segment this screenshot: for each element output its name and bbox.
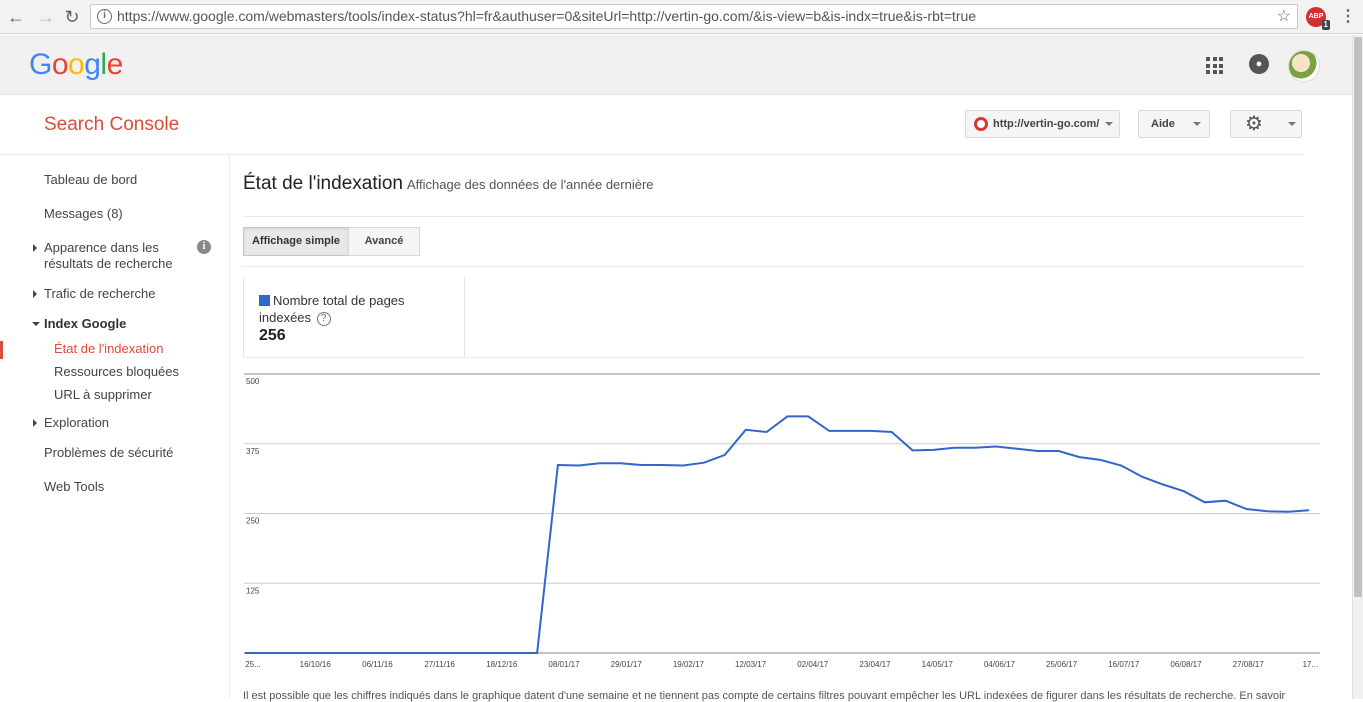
sidebar-item-messages[interactable]: Messages (8) [44,206,123,221]
back-arrow-icon[interactable]: ← [7,7,25,27]
divider [243,357,1304,358]
reload-icon[interactable]: ↻ [64,7,80,27]
chevron-down-icon [1288,122,1296,126]
x-tick-label: 06/08/17 [1170,660,1202,669]
expand-arrow-icon [33,290,37,298]
gear-icon: ⚙ [1245,113,1263,135]
index-status-chart[interactable]: 500 375 250 125 25... 16/10/16 06/11/16 27/11/… [243,370,1323,670]
browser-toolbar: ← → ↻ i https://www.google.com/webmaster… [0,0,1363,34]
metric-value: 256 [259,327,286,344]
sidebar-item-remove-urls[interactable]: URL à supprimer [54,387,152,402]
x-tick-label: 27/11/16 [424,660,455,669]
x-tick-label: 25/06/17 [1046,660,1078,669]
help-question-icon[interactable]: ? [316,312,331,326]
sidebar-nav: Tableau de bord Messages (8) Apparence d… [0,155,230,699]
metric-label-2: indexées [259,310,312,325]
x-tick-label: 23/04/17 [859,660,891,669]
sidebar-item-search-traffic[interactable]: Trafic de recherche [33,286,156,302]
series-line [245,415,1310,654]
notifications-bell-icon[interactable]: ● [1249,54,1269,74]
avatar[interactable] [1288,50,1320,82]
chevron-down-icon [1193,122,1201,126]
y-axis-labels: 500 375 250 125 [246,377,260,595]
tab-advanced[interactable]: Avancé [348,227,420,256]
chart-grid [244,373,1320,654]
x-tick-label: 29/01/17 [611,660,643,669]
scrollbar[interactable] [1352,35,1363,699]
y-tick-label: 125 [246,586,260,595]
header-divider [0,154,1304,155]
x-tick-label: 27/08/17 [1233,660,1265,669]
x-tick-label: 18/12/16 [486,660,518,669]
page-subtitle: Affichage des données de l'année dernièr… [406,177,654,192]
metric-label: Nombre total de pages [273,293,405,308]
y-tick-label: 500 [246,377,260,386]
sidebar-item-search-appearance[interactable]: Apparence dans les résultats de recherch… [33,240,173,272]
address-bar[interactable]: i https://www.google.com/webmasters/tool… [90,4,1298,29]
scrollbar-thumb[interactable] [1354,37,1362,597]
google-header: Google ● [0,35,1352,95]
x-axis-labels: 25... 16/10/16 06/11/16 27/11/16 18/12/16 08/… [245,660,1318,669]
series-color-swatch [259,295,270,306]
divider [243,216,1304,217]
adblock-extension-icon[interactable]: ABP 1 [1306,7,1330,30]
sidebar-item-index-status[interactable]: État de l'indexation [54,341,164,356]
forward-arrow-icon[interactable]: → [37,7,55,27]
google-logo[interactable]: Google [29,48,123,81]
expand-arrow-icon [33,244,37,252]
divider [243,266,1304,267]
sidebar-item-blocked-resources[interactable]: Ressources bloquées [54,364,180,379]
settings-button[interactable]: ⚙ [1230,110,1302,138]
x-tick-label: 02/04/17 [797,660,829,669]
footer-note: Il est possible que les chiffres indiqué… [243,690,1286,702]
site-info-icon[interactable]: i [97,9,112,24]
apps-grid-icon[interactable] [1206,57,1223,74]
metric-card[interactable]: Nombre total de pages indexées ? 256 [243,277,465,358]
collapse-arrow-icon [32,322,40,326]
sidebar-item-google-index[interactable]: Index Google [32,316,126,332]
x-tick-label: 08/01/17 [548,660,580,669]
browser-menu-icon[interactable]: ⋮ [1340,8,1356,25]
sidebar-item-security-issues[interactable]: Problèmes de sécurité [44,445,174,460]
x-tick-label: 25... [245,660,261,669]
extension-badge: 1 [1321,20,1330,30]
x-tick-label: 16/10/16 [300,660,332,669]
y-tick-label: 250 [246,517,260,526]
x-tick-label: 12/03/17 [735,660,767,669]
site-selector-button[interactable]: http://vertin-go.com/ [965,110,1120,138]
sidebar-item-web-tools[interactable]: Web Tools [44,479,105,494]
product-title[interactable]: Search Console [44,114,180,135]
active-indicator [0,341,3,359]
sidebar-item-dashboard[interactable]: Tableau de bord [44,172,138,187]
x-tick-label: 16/07/17 [1108,660,1140,669]
sidebar-item-crawl[interactable]: Exploration [33,415,109,431]
url-text: https://www.google.com/webmasters/tools/… [117,8,977,24]
info-icon[interactable]: i [197,240,211,254]
x-tick-label: 04/06/17 [984,660,1016,669]
x-tick-label: 14/05/17 [922,660,954,669]
site-favicon-icon [974,117,988,131]
help-button[interactable]: Aide [1138,110,1210,138]
x-tick-label: 19/02/17 [673,660,705,669]
x-tick-label: 06/11/16 [362,660,393,669]
y-tick-label: 375 [246,447,260,456]
page-title: État de l'indexation Affichage des donnée… [243,173,654,194]
bookmark-star-icon[interactable]: ☆ [1276,8,1291,25]
x-tick-label: 17... [1303,660,1319,669]
tab-simple-view[interactable]: Affichage simple [243,227,349,256]
chevron-down-icon [1105,122,1113,126]
expand-arrow-icon [33,419,37,427]
